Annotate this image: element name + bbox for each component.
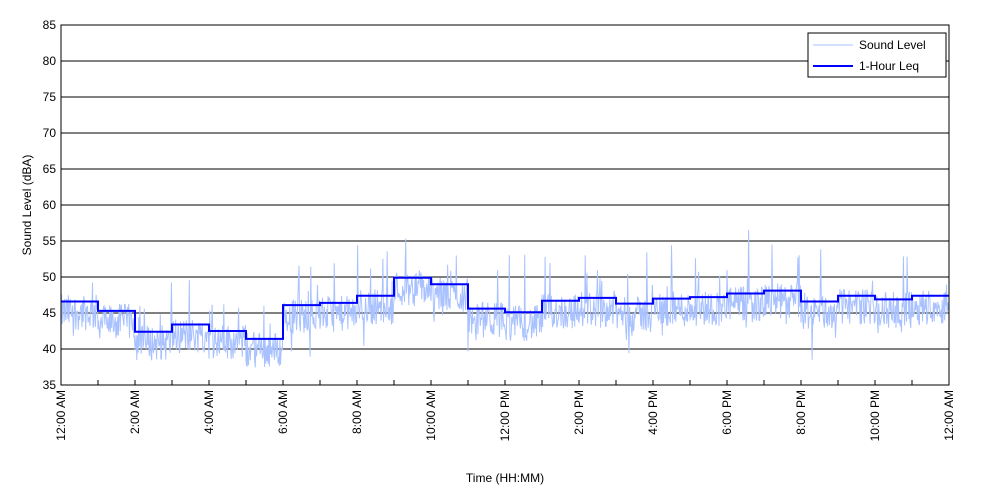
grid-lines xyxy=(61,60,949,350)
legend: Sound Level 1-Hour Leq xyxy=(807,32,947,78)
y-tick-label: 35 xyxy=(43,378,57,392)
x-tick-label: 12:00 AM xyxy=(54,390,68,441)
legend-label-1-hour-leq: 1-Hour Leq xyxy=(859,59,919,73)
x-axis-ticks: 12:00 AM 2:00 AM 4:00 AM 6:00 AM 8:00 AM 10:0… xyxy=(54,380,956,441)
y-tick-label: 45 xyxy=(43,306,57,320)
y-tick-label: 50 xyxy=(43,270,57,284)
y-axis-ticks: 35 40 45 50 55 60 65 70 75 80 85 xyxy=(43,18,57,392)
plot-frame xyxy=(60,24,950,386)
y-tick-label: 85 xyxy=(43,18,57,32)
x-tick-label: 4:00 AM xyxy=(202,390,216,434)
x-tick-label: 10:00 AM xyxy=(424,390,438,441)
x-tick-label: 8:00 AM xyxy=(350,390,364,434)
series-sound-level-line xyxy=(60,229,949,368)
x-tick-label: 10:00 PM xyxy=(868,390,882,441)
x-tick-label: 6:00 PM xyxy=(720,390,734,435)
y-tick-label: 55 xyxy=(43,234,57,248)
x-axis-label: Time (HH:MM) xyxy=(466,471,544,485)
y-tick-label: 70 xyxy=(43,126,57,140)
y-tick-label: 60 xyxy=(43,198,57,212)
x-tick-label: 12:00 AM xyxy=(942,390,956,441)
x-tick-label: 8:00 PM xyxy=(794,390,808,435)
x-tick-label: 6:00 AM xyxy=(276,390,290,434)
legend-label-sound-level: Sound Level xyxy=(859,38,926,52)
y-axis-label: Sound Level (dBA) xyxy=(20,155,34,256)
y-tick-label: 80 xyxy=(43,54,57,68)
y-tick-label: 40 xyxy=(43,342,57,356)
x-tick-label: 12:00 PM xyxy=(498,390,512,441)
x-tick-label: 2:00 AM xyxy=(128,390,142,434)
y-tick-label: 75 xyxy=(43,90,57,104)
y-tick-label: 65 xyxy=(43,162,57,176)
series-1-hour-leq-line xyxy=(61,276,949,340)
x-tick-label: 4:00 PM xyxy=(646,390,660,435)
x-tick-label: 2:00 PM xyxy=(572,390,586,435)
